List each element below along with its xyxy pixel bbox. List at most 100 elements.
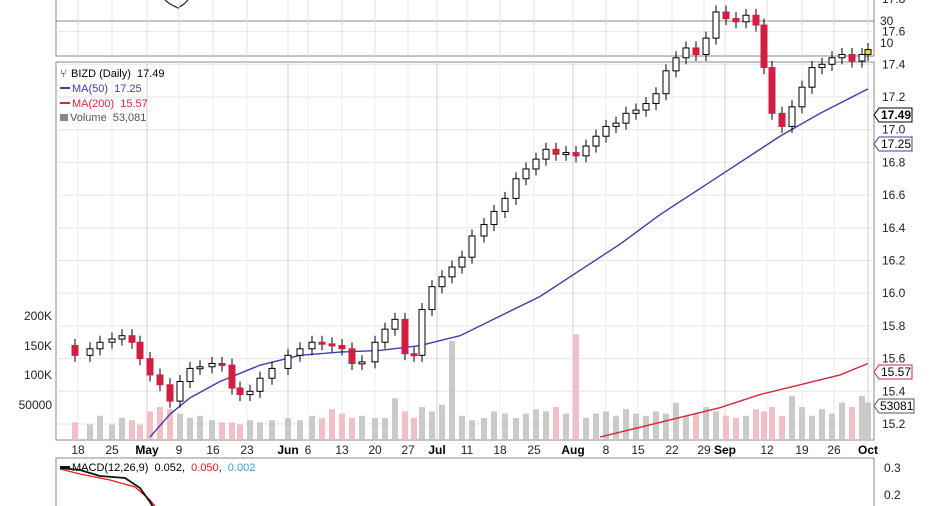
candle-body (642, 103, 650, 111)
candle-body (156, 374, 164, 386)
volume-axis: 200K 150K 100K 50000 (19, 309, 53, 412)
volume-bar (829, 413, 835, 440)
macd-signal-line (59, 468, 156, 506)
legend-ma50: MA(50) 17.25 (72, 83, 142, 95)
volume-bar (439, 404, 445, 440)
volume-bar (359, 415, 365, 440)
price-tick-label: 15.4 (882, 384, 906, 398)
x-tick-label: Jul (428, 443, 445, 457)
volume-bar (543, 411, 549, 440)
rsi-tick-30: 30 (880, 14, 894, 28)
ma50-line (149, 88, 869, 438)
candle-body (146, 358, 154, 376)
volume-bar (849, 407, 855, 440)
volume-bar (157, 407, 163, 440)
price-tick-label: 17.8 (882, 0, 906, 6)
legend-symbol-label: BIZD (Daily) (71, 68, 131, 80)
macd-legend-text: MACD(12,26,9) 0.052, 0.050, 0.002 (72, 462, 255, 474)
candle-body (490, 210, 498, 226)
macd-panel-frame (55, 457, 875, 506)
legend-ma50-name: MA(50) (72, 83, 108, 95)
price-tick-label: 17.2 (882, 90, 906, 104)
volume-bar (319, 418, 325, 440)
legend-last-price: 17.49 (137, 68, 165, 80)
legend: ⑂ BIZD (Daily) 17.49 MA(50) 17.25 MA(200… (60, 68, 164, 124)
candle-body (760, 24, 768, 69)
legend-ma200: MA(200) 15.57 (72, 98, 148, 110)
candle-body (418, 309, 426, 356)
x-tick-label: 8 (603, 443, 610, 457)
candle-body (501, 197, 509, 212)
candle-body (208, 363, 216, 368)
volume-bar (147, 411, 153, 440)
volume-bar (713, 411, 719, 440)
volume-tag-text: 53081 (880, 399, 914, 413)
x-tick-label: 23 (240, 443, 254, 457)
candle-body (318, 341, 326, 345)
ma50-tag-text: 17.25 (881, 137, 911, 151)
volume-bar (349, 418, 355, 440)
x-tick-label: 18 (71, 443, 85, 457)
volume-bar (553, 407, 559, 440)
x-tick-label: 19 (795, 443, 809, 457)
volume-bar (481, 418, 487, 440)
candle-body (71, 345, 79, 356)
price-tick-label: 17.4 (882, 57, 906, 71)
volume-bar (109, 424, 115, 440)
candle-body (778, 112, 786, 127)
volume-bar (743, 415, 749, 440)
volume-bar (703, 407, 709, 440)
ma50-tag-shape (873, 136, 913, 152)
candle-body (246, 390, 254, 396)
x-tick-label: Aug (561, 443, 584, 457)
volume-bar (237, 424, 243, 440)
volume-bars (72, 334, 871, 440)
candle-body (662, 70, 670, 95)
candle-body (480, 224, 488, 237)
volume-bar (177, 413, 183, 440)
x-tick-label: 9 (176, 443, 183, 457)
volume-bar (297, 420, 303, 440)
ma50-series (149, 88, 869, 438)
candle-body (582, 145, 590, 157)
volume-bar (87, 424, 93, 440)
price-tick-label: 15.2 (882, 417, 906, 431)
volume-bar (573, 334, 579, 440)
x-tick-label: 25 (527, 443, 541, 457)
candle-body (328, 343, 336, 347)
candle-body (788, 106, 796, 127)
candle-body (522, 168, 530, 180)
volume-bar (392, 398, 398, 440)
volume-bar (72, 422, 78, 440)
candle-body (712, 11, 720, 39)
volume-bar (97, 415, 103, 440)
candle-body (136, 341, 144, 360)
price-tick-label: 15.8 (882, 319, 906, 333)
volume-bar (402, 411, 408, 440)
candle-body (752, 14, 760, 26)
candle-body (176, 380, 184, 402)
ma200-series (599, 362, 869, 438)
ma200-tag-shape (873, 364, 913, 380)
candle-body (428, 286, 436, 311)
candle-body (308, 341, 316, 350)
x-tick-label: 11 (461, 443, 474, 457)
candle-body (196, 366, 204, 370)
macd-tick-0-3: 0.3 (884, 461, 901, 475)
volume-bar (285, 418, 291, 440)
candle-body (768, 67, 776, 114)
volume-bar (799, 407, 805, 440)
volume-icon (60, 114, 68, 121)
candle-body (228, 364, 236, 389)
candle-body (371, 341, 379, 363)
volume-bar (673, 402, 679, 440)
volume-bar (533, 409, 539, 440)
volume-bar (269, 420, 275, 440)
volume-bar (167, 409, 173, 440)
x-tick-label: 20 (368, 443, 382, 457)
candle-body (391, 318, 399, 330)
volume-bar (411, 418, 417, 440)
candle-body (218, 363, 226, 367)
candle-body (186, 367, 194, 382)
price-tick-label: 16.0 (882, 286, 906, 300)
